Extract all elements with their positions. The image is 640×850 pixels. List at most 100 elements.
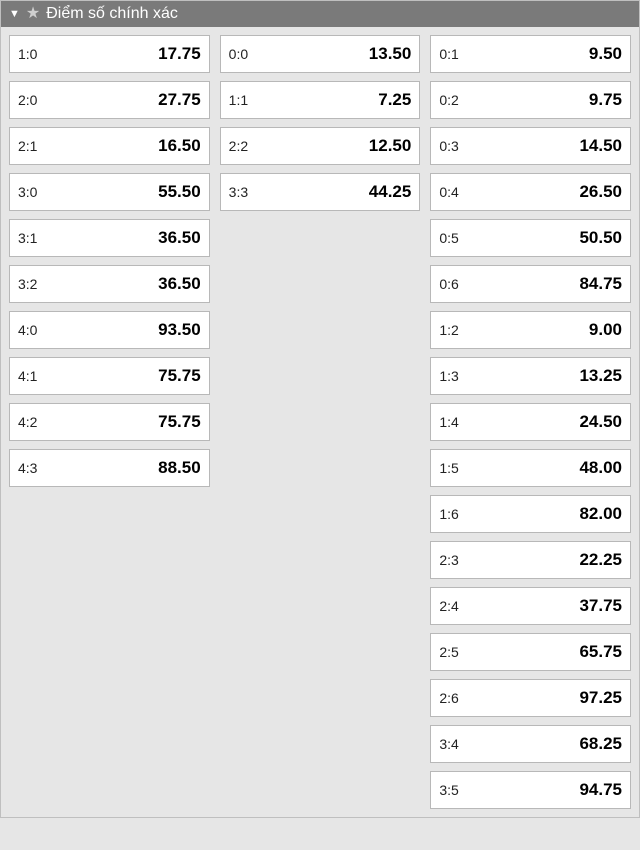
- odds-cell[interactable]: 4:3 88.50: [9, 449, 210, 487]
- odds-value: 27.75: [158, 90, 201, 110]
- odds-cell[interactable]: 3:3 44.25: [220, 173, 421, 211]
- odds-value: 44.25: [369, 182, 412, 202]
- score-label: 1:1: [229, 92, 248, 108]
- odds-column: 1:0 17.75 2:0 27.75 2:1 16.50 3:0 55.50 3:1 36.50…: [9, 35, 210, 809]
- panel-header[interactable]: ▼ ★ Điểm số chính xác: [1, 1, 639, 27]
- score-label: 1:6: [439, 506, 458, 522]
- score-label: 1:3: [439, 368, 458, 384]
- odds-value: 68.25: [579, 734, 622, 754]
- odds-value: 82.00: [579, 504, 622, 524]
- odds-cell[interactable]: 0:2 9.75: [430, 81, 631, 119]
- odds-cell[interactable]: 4:0 93.50: [9, 311, 210, 349]
- odds-cell[interactable]: 2:5 65.75: [430, 633, 631, 671]
- collapse-caret-icon: ▼: [9, 9, 20, 20]
- score-label: 3:4: [439, 736, 458, 752]
- odds-cell[interactable]: 1:5 48.00: [430, 449, 631, 487]
- score-label: 1:0: [18, 46, 37, 62]
- odds-value: 17.75: [158, 44, 201, 64]
- odds-cell[interactable]: 2:2 12.50: [220, 127, 421, 165]
- odds-cell[interactable]: 2:4 37.75: [430, 587, 631, 625]
- odds-cell[interactable]: 1:4 24.50: [430, 403, 631, 441]
- odds-cell[interactable]: 4:1 75.75: [9, 357, 210, 395]
- score-label: 0:3: [439, 138, 458, 154]
- score-label: 4:1: [18, 368, 37, 384]
- odds-cell[interactable]: 1:6 82.00: [430, 495, 631, 533]
- score-label: 1:2: [439, 322, 458, 338]
- odds-cell[interactable]: 1:0 17.75: [9, 35, 210, 73]
- odds-cell[interactable]: 0:5 50.50: [430, 219, 631, 257]
- odds-value: 55.50: [158, 182, 201, 202]
- odds-value: 16.50: [158, 136, 201, 156]
- odds-cell[interactable]: 1:1 7.25: [220, 81, 421, 119]
- score-label: 4:0: [18, 322, 37, 338]
- odds-cell[interactable]: 0:3 14.50: [430, 127, 631, 165]
- odds-value: 93.50: [158, 320, 201, 340]
- odds-value: 13.25: [579, 366, 622, 386]
- odds-cell[interactable]: 1:3 13.25: [430, 357, 631, 395]
- score-label: 0:2: [439, 92, 458, 108]
- correct-score-panel: ▼ ★ Điểm số chính xác 1:017.752:027.752:…: [0, 0, 640, 818]
- odds-cell[interactable]: 0:1 9.50: [430, 35, 631, 73]
- score-label: 2:2: [229, 138, 248, 154]
- score-label: 3:0: [18, 184, 37, 200]
- odds-value: 9.75: [589, 90, 622, 110]
- odds-value: 84.75: [579, 274, 622, 294]
- score-label: 2:3: [439, 552, 458, 568]
- odds-cell[interactable]: 3:1 36.50: [9, 219, 210, 257]
- odds-cell[interactable]: 2:3 22.25: [430, 541, 631, 579]
- score-label: 3:3: [229, 184, 248, 200]
- odds-value: 36.50: [158, 274, 201, 294]
- score-label: 0:5: [439, 230, 458, 246]
- panel-title: Điểm số chính xác: [46, 5, 178, 23]
- odds-value: 36.50: [158, 228, 201, 248]
- odds-cell[interactable]: 3:4 68.25: [430, 725, 631, 763]
- odds-value: 37.75: [579, 596, 622, 616]
- score-label: 2:6: [439, 690, 458, 706]
- score-label: 4:2: [18, 414, 37, 430]
- odds-cell[interactable]: 1:2 9.00: [430, 311, 631, 349]
- favorite-star-icon[interactable]: ★: [26, 6, 40, 22]
- score-label: 1:5: [439, 460, 458, 476]
- odds-column: 0:013.50 1:1 7.25 2:2 12.50 3:3 44.25: [220, 35, 421, 809]
- score-label: 1:4: [439, 414, 458, 430]
- score-label: 0:4: [439, 184, 458, 200]
- odds-cell[interactable]: 3:0 55.50: [9, 173, 210, 211]
- score-label: 0:1: [439, 46, 458, 62]
- odds-value: 9.00: [589, 320, 622, 340]
- odds-value: 50.50: [579, 228, 622, 248]
- odds-value: 22.25: [579, 550, 622, 570]
- score-label: 0:0: [229, 46, 248, 62]
- score-label: 3:2: [18, 276, 37, 292]
- odds-cell[interactable]: 2:6 97.25: [430, 679, 631, 717]
- score-label: 2:0: [18, 92, 37, 108]
- score-label: 4:3: [18, 460, 37, 476]
- score-label: 2:4: [439, 598, 458, 614]
- odds-cell[interactable]: 3:594.75: [430, 771, 631, 809]
- odds-value: 9.50: [589, 44, 622, 64]
- odds-value: 97.25: [579, 688, 622, 708]
- score-label: 3:5: [439, 782, 458, 798]
- score-label: 0:6: [439, 276, 458, 292]
- score-label: 2:5: [439, 644, 458, 660]
- odds-value: 75.75: [158, 412, 201, 432]
- odds-cell[interactable]: 3:2 36.50: [9, 265, 210, 303]
- odds-cell[interactable]: 0:6 84.75: [430, 265, 631, 303]
- odds-cell[interactable]: 0:013.50: [220, 35, 421, 73]
- odds-value: 65.75: [579, 642, 622, 662]
- score-label: 3:1: [18, 230, 37, 246]
- odds-value: 7.25: [378, 90, 411, 110]
- odds-cell[interactable]: 4:2 75.75: [9, 403, 210, 441]
- odds-value: 26.50: [579, 182, 622, 202]
- odds-column: 0:19.500:29.750:314.500:426.500:550.500:…: [430, 35, 631, 809]
- odds-cell[interactable]: 0:4 26.50: [430, 173, 631, 211]
- odds-value: 12.50: [369, 136, 412, 156]
- odds-value: 48.00: [579, 458, 622, 478]
- panel-body: 1:0 17.75 2:0 27.75 2:1 16.50 3:0 55.50 3:1 36.50…: [1, 27, 639, 817]
- odds-value: 88.50: [158, 458, 201, 478]
- odds-cell[interactable]: 2:0 27.75: [9, 81, 210, 119]
- odds-cell[interactable]: 2:1 16.50: [9, 127, 210, 165]
- score-label: 2:1: [18, 138, 37, 154]
- odds-value: 14.50: [579, 136, 622, 156]
- odds-value: 75.75: [158, 366, 201, 386]
- odds-value: 24.50: [579, 412, 622, 432]
